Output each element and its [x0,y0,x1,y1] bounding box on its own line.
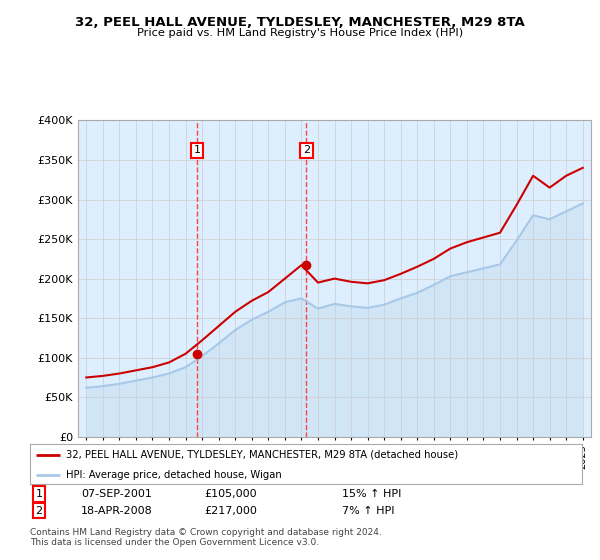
Text: 15% ↑ HPI: 15% ↑ HPI [342,489,401,499]
Text: 32, PEEL HALL AVENUE, TYLDESLEY, MANCHESTER, M29 8TA: 32, PEEL HALL AVENUE, TYLDESLEY, MANCHES… [75,16,525,29]
Text: 1: 1 [194,146,200,156]
Text: Price paid vs. HM Land Registry's House Price Index (HPI): Price paid vs. HM Land Registry's House … [137,28,463,38]
Text: 1: 1 [35,489,43,499]
Text: 2: 2 [303,146,310,156]
Text: 2: 2 [35,506,43,516]
Text: 7% ↑ HPI: 7% ↑ HPI [342,506,395,516]
Text: HPI: Average price, detached house, Wigan: HPI: Average price, detached house, Wiga… [66,470,281,480]
Text: £217,000: £217,000 [204,506,257,516]
Text: 32, PEEL HALL AVENUE, TYLDESLEY, MANCHESTER, M29 8TA (detached house): 32, PEEL HALL AVENUE, TYLDESLEY, MANCHES… [66,450,458,460]
Text: £105,000: £105,000 [204,489,257,499]
Text: 18-APR-2008: 18-APR-2008 [81,506,153,516]
Text: Contains HM Land Registry data © Crown copyright and database right 2024.
This d: Contains HM Land Registry data © Crown c… [30,528,382,548]
Text: 07-SEP-2001: 07-SEP-2001 [81,489,152,499]
